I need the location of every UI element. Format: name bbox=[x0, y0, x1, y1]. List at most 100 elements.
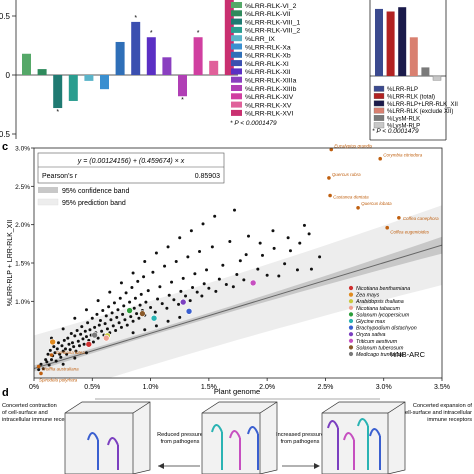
x-tick-label: 2.0% bbox=[259, 384, 275, 391]
data-point bbox=[201, 222, 205, 226]
legend-species-nicotiana-benthamiana: Nicotiana benthamiana bbox=[356, 286, 410, 292]
data-point bbox=[205, 268, 209, 272]
y-tick-label-2: 0 bbox=[6, 71, 11, 80]
species-point-solanum-lycopersicum bbox=[126, 307, 133, 314]
species-point-medicago-truncatula bbox=[91, 331, 98, 339]
legend-marker-solanum-tuberosum bbox=[348, 345, 354, 350]
data-point bbox=[128, 300, 132, 304]
tr-legend: %LRR-RLP %LRR-RLK (total)%LRR-RLP+LRR-RLK… bbox=[373, 85, 458, 130]
legend-species-zea-mays: Zea mays bbox=[355, 293, 380, 299]
data-point bbox=[76, 339, 80, 343]
legend-label-lrr-rlk-xiiia: %LRR-RLK-XIIIa bbox=[245, 78, 297, 85]
y-tick-label: 2.5% bbox=[15, 184, 30, 191]
data-point bbox=[166, 319, 170, 323]
point-label-eucalyptus-grandis: Eucalyptus grandis bbox=[334, 144, 373, 149]
data-point bbox=[44, 358, 48, 362]
data-point bbox=[135, 312, 139, 316]
data-point bbox=[191, 286, 195, 290]
x-axis-title: %NB-ARC bbox=[390, 350, 426, 359]
data-point bbox=[131, 319, 135, 323]
data-point bbox=[46, 352, 50, 356]
data-point bbox=[69, 332, 73, 336]
data-point bbox=[118, 296, 122, 300]
data-point bbox=[95, 312, 99, 316]
data-point bbox=[122, 304, 126, 308]
legend-swatch-lrr-rlk-vi-2 bbox=[231, 2, 242, 8]
bar-lrr-rlk-xb bbox=[115, 41, 125, 75]
legend-marker-medicago-truncatula bbox=[348, 351, 354, 357]
significance-marker: * bbox=[197, 30, 200, 37]
data-point bbox=[213, 214, 217, 218]
bar-lrr-rlk-xiiia bbox=[162, 57, 172, 75]
labeled-point-spirodela-polyrhiza bbox=[39, 371, 43, 376]
data-point bbox=[75, 328, 79, 332]
point-label-coffea-canephora: Coffea canephora bbox=[403, 216, 439, 221]
legend-label-lysm-rlk: %LysM-RLK bbox=[387, 116, 420, 122]
data-point bbox=[153, 310, 157, 314]
y-tick-1: 0.5 bbox=[0, 12, 16, 21]
legend-species-nicotiana-tabacum: Nicotiana tabacum bbox=[356, 306, 400, 312]
data-point bbox=[195, 290, 199, 294]
data-point bbox=[65, 352, 69, 356]
data-point bbox=[61, 362, 65, 366]
data-point bbox=[177, 302, 181, 306]
stats-box: y = (0.00124156) + (0.459674) × x Pearso… bbox=[37, 152, 225, 184]
prediction-band bbox=[34, 205, 442, 378]
bar-chart-lrr-subfamilies: 0.5 0 -0.5 ***** %LRR-RLK-VI_2%LRR-RLK-V… bbox=[0, 0, 300, 139]
legend-label-lrr-rlk-total: %LRR-RLK (total) bbox=[387, 95, 435, 101]
data-point bbox=[45, 360, 49, 364]
labeled-point-quercus-rubra bbox=[327, 176, 331, 180]
legend-label-lrr-rlk-xiv: %LRR-RLK-XIV bbox=[245, 94, 294, 101]
band-pred-label: 95% prediction band bbox=[62, 200, 126, 207]
tl-footnote: * P < 0.0001479 bbox=[230, 120, 277, 127]
labeled-point-castanea-dentata bbox=[328, 193, 332, 198]
data-point bbox=[132, 306, 136, 310]
legend-species-brachypodium-distachyon: Brachypodium distachyon bbox=[356, 326, 417, 332]
labeled-point-gentiana-lutea bbox=[49, 353, 54, 357]
data-point bbox=[96, 336, 100, 340]
data-point bbox=[104, 314, 108, 318]
data-point bbox=[93, 325, 97, 329]
legend-label-lrr-rlk-vi-2: %LRR-RLK-VI_2 bbox=[245, 3, 297, 10]
reduced-pressure-text: Reduced pressure from pathogens bbox=[157, 432, 203, 445]
data-point bbox=[143, 259, 147, 263]
legend-species-triticum-aestivum: Triticum aestivum bbox=[356, 339, 398, 345]
legend-swatch-lrr-rlk-xiv bbox=[231, 93, 242, 100]
bar-lrr-rlk-xi bbox=[131, 21, 141, 75]
legend-label-lrr-rlk-xii: %LRR-RLK-XII bbox=[245, 69, 291, 76]
bar-lrr-rlk-xvi bbox=[224, 0, 234, 75]
data-point bbox=[188, 299, 192, 303]
labeled-point-wolffia-australiana bbox=[36, 364, 41, 369]
labeled-point-coffea-eugenioides bbox=[385, 225, 390, 230]
legend-label-lrr-rlk-xiiib: %LRR-RLK-XIIIb bbox=[245, 86, 297, 93]
arrow-increased: Increased pressure from pathogens bbox=[276, 432, 324, 469]
data-point bbox=[242, 278, 246, 282]
legend-species-solanum-tuberosum: Solanum tuberosum bbox=[356, 345, 404, 351]
x-tick-label: 1.5% bbox=[201, 384, 217, 391]
data-point bbox=[154, 251, 158, 255]
data-point bbox=[52, 345, 56, 349]
data-point bbox=[56, 341, 60, 345]
data-point bbox=[172, 298, 176, 302]
arrow-reduced: Reduced pressure from pathogens bbox=[157, 432, 203, 469]
data-point bbox=[107, 305, 111, 309]
data-point bbox=[283, 262, 287, 266]
x-tick-label: 2.5% bbox=[317, 384, 333, 391]
legend-label-lrr-rlk-viii-2: %LRR-RLK-VIII_2 bbox=[245, 28, 300, 35]
data-point bbox=[48, 348, 52, 352]
data-point bbox=[160, 302, 164, 306]
data-point bbox=[111, 324, 115, 328]
point-label-quercus-rubra: Quercus rubra bbox=[332, 172, 361, 177]
right-caption: Concerted expansion of cell-surface and i… bbox=[402, 403, 472, 423]
band-legend: 95% confidence band 95% prediction band bbox=[37, 187, 129, 207]
species-point-nicotiana-benthamiana bbox=[85, 340, 93, 348]
data-point bbox=[165, 306, 169, 310]
legend-marker-nicotiana-tabacum bbox=[348, 305, 354, 310]
data-point bbox=[318, 255, 322, 259]
legend-marker-zea-mays bbox=[348, 292, 354, 297]
legend-swatch-lrr-rlk-xvi bbox=[231, 109, 242, 116]
data-point bbox=[256, 267, 260, 271]
data-point bbox=[178, 236, 182, 240]
panel-c-label: c bbox=[2, 141, 8, 153]
